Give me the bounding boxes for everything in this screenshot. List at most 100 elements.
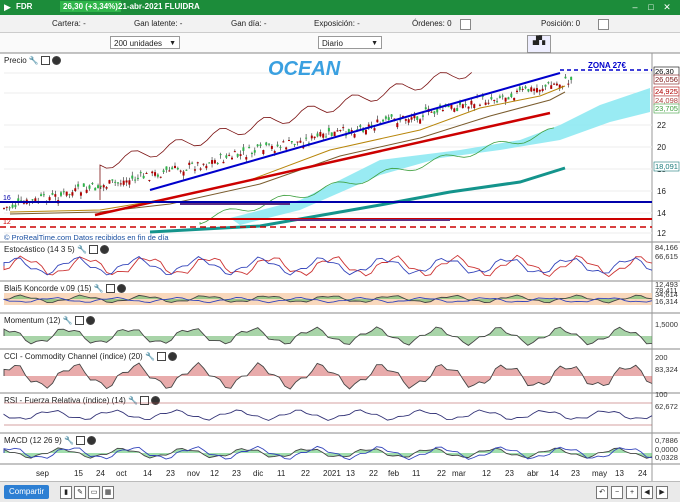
momentum-line-fill — [4, 326, 652, 346]
candle-body — [279, 146, 282, 148]
indicator-label-stochastic: Estocástico (14 3 5) 🔧 — [4, 245, 109, 255]
close-pane-icon[interactable] — [85, 316, 95, 326]
upper-channel-line — [149, 72, 561, 191]
scroll-left-icon[interactable]: ◀ — [641, 486, 653, 499]
window-icon[interactable] — [76, 436, 85, 446]
undo-icon[interactable]: ↶ — [596, 486, 608, 499]
left-mark: 12 — [3, 219, 11, 226]
candle-body — [470, 100, 473, 105]
candle-body — [231, 157, 233, 160]
wrench-icon[interactable]: 🔧 — [128, 396, 139, 405]
x-axis-label: oct — [116, 469, 127, 478]
x-axis-label: 23 — [505, 469, 514, 478]
indicator-value: 200 — [655, 353, 668, 362]
candle-body — [350, 129, 353, 133]
short-moving-average — [9, 85, 566, 213]
candle-body — [3, 207, 5, 209]
symbol-label[interactable]: FDR — [16, 2, 33, 11]
window-icon[interactable] — [74, 316, 84, 326]
candle-body — [248, 147, 251, 149]
dropdown-arrow-icon[interactable]: ▶ — [4, 2, 11, 12]
indicator-value: 66,615 — [655, 252, 678, 261]
close-pane-icon[interactable] — [151, 396, 161, 406]
window-icon[interactable]: ▭ — [88, 486, 100, 499]
candle-body — [82, 183, 85, 187]
indicator-label-macd: MACD (12 26 9) 🔧 — [4, 436, 96, 446]
candle-body — [527, 88, 530, 92]
candle-body — [268, 143, 271, 145]
position-checkbox[interactable] — [598, 19, 609, 30]
candle-body — [484, 102, 487, 105]
candle-body — [148, 179, 151, 181]
candle-body — [333, 131, 336, 137]
wrench-icon[interactable]: 🔧 — [28, 56, 39, 65]
candle-body — [199, 168, 202, 170]
scroll-right-icon[interactable]: ▶ — [656, 486, 668, 499]
wrench-icon[interactable]: 🔧 — [93, 284, 104, 293]
wrench-icon[interactable]: 🔧 — [144, 352, 155, 361]
x-axis-label: 24 — [638, 469, 647, 478]
wrench-icon[interactable]: 🔧 — [76, 245, 87, 254]
close-pane-icon[interactable] — [116, 284, 126, 294]
wrench-icon[interactable]: 🔧 — [62, 316, 73, 325]
window-icon[interactable] — [105, 284, 115, 294]
candle-body — [182, 171, 185, 176]
candle-body — [464, 104, 467, 106]
candle-body — [105, 187, 108, 189]
candle-body — [541, 88, 544, 92]
candle-body — [276, 144, 279, 147]
candle-body — [191, 162, 194, 164]
layout-icon[interactable]: ▦ — [102, 486, 114, 499]
window-icon[interactable] — [140, 396, 150, 406]
candle-body — [419, 119, 422, 124]
window-icon[interactable] — [156, 352, 166, 362]
window-icon[interactable] — [88, 245, 98, 255]
x-axis-label: 23 — [571, 469, 580, 478]
candle-body — [316, 133, 319, 137]
candle-body — [555, 83, 558, 86]
close-pane-icon[interactable] — [87, 436, 96, 446]
tools-icon[interactable]: ✎ — [74, 486, 86, 499]
candle-body — [342, 127, 345, 129]
candle-body — [478, 104, 481, 106]
candle-body — [233, 151, 236, 153]
upper-band-line — [99, 72, 472, 200]
candle-body — [390, 114, 393, 117]
candle-body — [501, 95, 504, 97]
candle-body — [370, 124, 373, 127]
zone-label: ZONA 27€ — [588, 61, 626, 70]
indicator-value: 84,166 — [655, 243, 678, 252]
zoom-in-icon[interactable]: + — [626, 486, 638, 499]
candle-body — [171, 167, 174, 170]
close-icon[interactable]: ✕ — [663, 2, 671, 12]
bar-chart-icon[interactable]: ▮ — [60, 486, 72, 499]
candle-body — [213, 160, 216, 164]
x-axis-label: 12 — [482, 469, 491, 478]
wrench-icon[interactable]: 🔧 — [64, 436, 74, 445]
candle-body — [424, 107, 427, 110]
price-badge-box — [653, 161, 680, 172]
close-pane-icon[interactable] — [51, 56, 61, 66]
candle-body — [387, 117, 390, 120]
candle-body — [513, 97, 516, 101]
controls-row: 200 unidades ▼ Diario ▼ ▟▚ — [0, 33, 680, 53]
candle-body — [550, 85, 553, 89]
units-select[interactable]: 200 unidades ▼ — [110, 36, 180, 49]
candle-body — [85, 189, 88, 193]
candle-body — [498, 96, 501, 98]
x-axis-label: 13 — [346, 469, 355, 478]
candle-body — [242, 147, 245, 151]
orders-checkbox[interactable] — [460, 19, 471, 30]
period-select[interactable]: Diario ▼ — [318, 36, 382, 49]
share-button[interactable]: Compartir — [4, 485, 50, 499]
minimize-icon[interactable]: – — [632, 2, 638, 12]
close-pane-icon[interactable] — [167, 352, 177, 362]
candle-body — [71, 192, 74, 196]
zoom-out-icon[interactable]: − — [611, 486, 623, 499]
maximize-icon[interactable]: □ — [648, 2, 654, 12]
close-pane-icon[interactable] — [99, 245, 109, 255]
candle-body — [222, 161, 225, 164]
candle-body — [524, 86, 527, 89]
window-icon[interactable] — [40, 56, 50, 66]
